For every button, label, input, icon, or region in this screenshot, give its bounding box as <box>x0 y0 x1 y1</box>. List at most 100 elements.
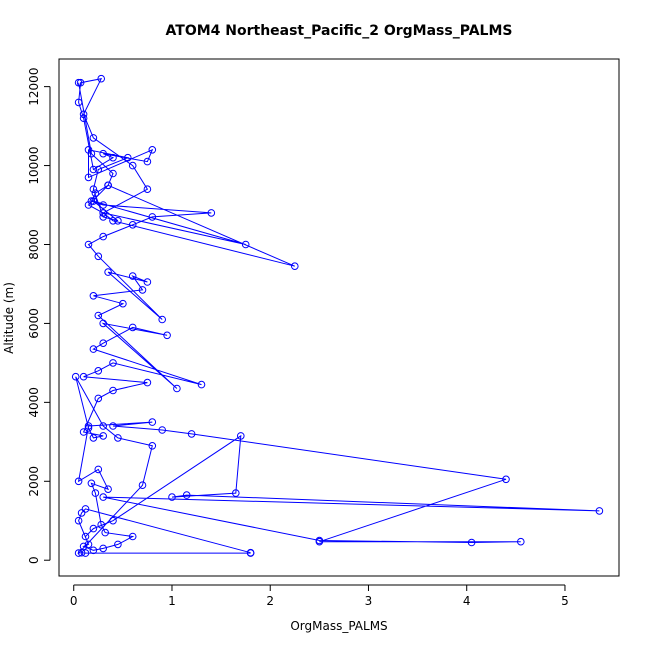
data-point <box>94 165 103 174</box>
data-point <box>99 493 107 501</box>
data-point <box>81 505 90 513</box>
series-line <box>75 78 295 554</box>
data-point <box>76 78 85 87</box>
data-point <box>91 189 100 197</box>
data-point <box>89 197 98 205</box>
data-point <box>128 221 137 229</box>
data-point <box>89 292 98 300</box>
data-point <box>315 537 324 546</box>
data-point <box>517 537 525 546</box>
data-point <box>138 286 147 294</box>
data-point <box>89 185 98 193</box>
data-point <box>138 481 147 490</box>
data-point <box>94 252 103 261</box>
data-point <box>89 134 98 142</box>
series-points <box>71 74 604 557</box>
data-point <box>148 418 157 426</box>
data-point <box>74 98 83 107</box>
data-point <box>128 323 137 332</box>
data-point <box>109 386 117 395</box>
data-point <box>143 185 152 193</box>
data-point <box>89 345 98 353</box>
y-tick-label: 6000 <box>27 308 41 339</box>
data-point <box>99 544 107 553</box>
data-point <box>87 149 96 158</box>
data-point <box>94 394 103 403</box>
data-point <box>84 240 93 249</box>
data-point <box>71 372 80 381</box>
data-point <box>94 465 103 474</box>
x-tick-label: 2 <box>266 594 274 608</box>
y-tick-label: 8000 <box>27 229 41 260</box>
data-point <box>119 299 127 308</box>
y-tick-label: 12000 <box>27 68 41 106</box>
data-point <box>79 114 88 122</box>
x-tick-label: 0 <box>70 594 78 608</box>
x-axis: 0 1 2 3 4 5 <box>70 584 569 608</box>
x-tick-label: 4 <box>463 594 471 608</box>
data-point <box>187 430 196 438</box>
data-point <box>81 532 90 541</box>
data-point <box>99 422 107 430</box>
data-point <box>89 165 98 174</box>
data-point <box>163 331 171 340</box>
data-point <box>89 524 98 533</box>
data-point <box>182 491 191 499</box>
data-point <box>99 339 107 348</box>
data-point <box>109 153 117 162</box>
x-tick-label: 5 <box>561 594 569 608</box>
data-point <box>148 442 157 450</box>
data-point <box>114 434 122 442</box>
data-point <box>99 232 107 241</box>
data-point <box>99 209 107 217</box>
data-point <box>84 422 93 430</box>
y-tick-label: 2000 <box>27 466 41 497</box>
data-point <box>502 475 510 484</box>
data-point <box>109 422 117 430</box>
data-point <box>99 432 107 440</box>
data-point <box>158 315 166 324</box>
data-point <box>124 153 132 162</box>
plot-frame <box>58 58 620 577</box>
data-point <box>77 509 86 517</box>
data-point <box>87 479 96 488</box>
data-point <box>79 542 88 551</box>
data-point <box>158 426 166 434</box>
data-point <box>109 359 117 367</box>
data-point <box>94 367 103 375</box>
chart-title: ATOM4 Northeast_Pacific_2 OrgMass_PALMS <box>166 23 513 39</box>
data-point <box>79 428 88 436</box>
y-tick-label: 0 <box>27 556 41 564</box>
data-point <box>74 516 83 525</box>
data-point <box>128 532 137 541</box>
data-point <box>97 520 105 529</box>
data-point <box>109 516 117 525</box>
data-point <box>467 538 476 547</box>
data-point <box>89 434 98 442</box>
data-point <box>237 432 245 440</box>
data-point <box>84 424 93 432</box>
data-point <box>128 161 137 170</box>
y-tick-label: 10000 <box>27 146 41 184</box>
data-point <box>89 546 98 555</box>
y-tick-label: 4000 <box>27 387 41 418</box>
data-point <box>241 240 250 249</box>
data-point <box>291 262 299 271</box>
data-point <box>109 217 117 225</box>
data-point <box>114 217 122 225</box>
data-point <box>79 372 88 381</box>
data-point <box>101 528 109 537</box>
data-point <box>197 380 206 389</box>
x-tick-label: 3 <box>365 594 373 608</box>
data-point <box>104 268 112 276</box>
x-tick-label: 1 <box>168 594 176 608</box>
data-point <box>91 489 100 497</box>
series-line <box>77 421 600 554</box>
data-point <box>148 146 157 154</box>
data-point <box>114 540 122 549</box>
series-lines <box>75 78 600 554</box>
data-point <box>128 272 137 280</box>
data-point <box>99 201 107 209</box>
y-axis: 0 2000 4000 6000 8000 10000 12000 <box>27 68 51 564</box>
data-point <box>168 493 176 501</box>
